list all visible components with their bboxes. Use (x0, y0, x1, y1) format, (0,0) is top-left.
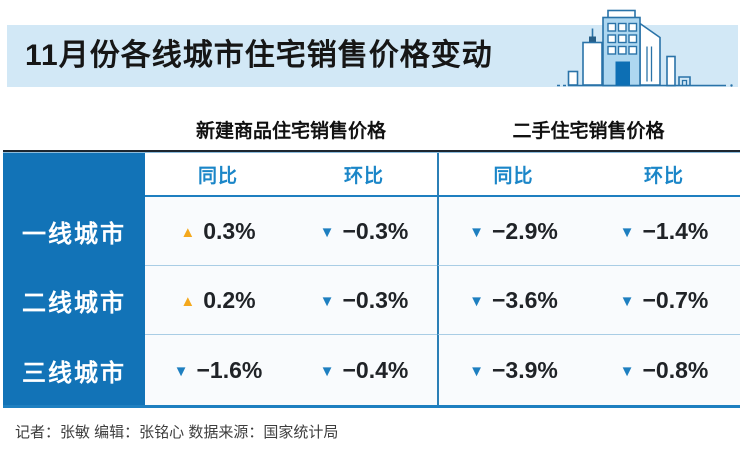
trend-down-icon: ▼ (173, 362, 189, 380)
footer-credits: 记者：张敏 编辑：张铭心 数据来源：国家统计局 (15, 424, 339, 441)
row-label-tier1: 一线城市 (22, 221, 126, 248)
value-cell-tier1-new-mom: ▼ −0.3% (291, 197, 437, 266)
trend-down-icon: ▼ (469, 362, 484, 380)
city-skyline-icon (557, 9, 733, 87)
col-header-new-yoy: 同比 (145, 153, 291, 197)
value-text: −0.4% (342, 356, 409, 383)
value-text: −1.4% (642, 217, 709, 244)
col-header-secondhand-yoy: 同比 (437, 153, 588, 197)
trend-down-icon: ▼ (619, 292, 635, 310)
value-text: 0.3% (203, 217, 256, 244)
trend-down-icon: ▼ (469, 292, 484, 310)
table-grid: 一线城市 二线城市 三线城市 同比 环比 同比 环比 ▲ 0.3% ▼ −0.3… (3, 153, 740, 405)
col-header-secondhand-mom: 环比 (588, 153, 740, 197)
value-cell-tier3-new-mom: ▼ −0.4% (291, 335, 437, 405)
col-header-new-mom: 环比 (291, 153, 437, 197)
value-cell-tier2-secondhand-mom: ▼ −0.7% (588, 266, 740, 335)
trend-down-icon: ▼ (619, 223, 635, 241)
value-text: −1.6% (196, 356, 263, 383)
group-header-secondhand-homes: 二手住宅销售价格 (512, 121, 665, 142)
table-top-accent-line (3, 152, 740, 153)
price-change-table: 一线城市 二线城市 三线城市 同比 环比 同比 环比 ▲ 0.3% ▼ −0.3… (3, 150, 740, 408)
value-text: −0.3% (342, 286, 409, 313)
value-text: −0.3% (342, 217, 409, 244)
row-label-panel: 一线城市 二线城市 三线城市 (3, 153, 145, 405)
trend-down-icon: ▼ (319, 223, 335, 241)
value-cell-tier2-secondhand-yoy: ▼ −3.6% (437, 266, 588, 335)
trend-down-icon: ▼ (619, 362, 635, 380)
row-label-tier2: 二线城市 (22, 290, 126, 317)
value-cell-tier2-new-yoy: ▲ 0.2% (145, 266, 291, 335)
value-cell-tier2-new-mom: ▼ −0.3% (291, 266, 437, 335)
trend-up-icon: ▲ (180, 292, 196, 310)
group-header-new-homes: 新建商品住宅销售价格 (195, 121, 386, 142)
value-text: −0.8% (642, 356, 709, 383)
page-title: 11月份各线城市住宅销售价格变动 (25, 39, 493, 72)
value-text: −3.6% (492, 286, 558, 313)
value-cell-tier1-secondhand-yoy: ▼ −2.9% (437, 197, 588, 266)
value-cell-tier1-secondhand-mom: ▼ −1.4% (588, 197, 740, 266)
value-text: −2.9% (492, 217, 558, 244)
value-cell-tier3-secondhand-yoy: ▼ −3.9% (437, 335, 588, 405)
row-label-tier3: 三线城市 (22, 359, 126, 387)
value-cell-tier3-new-yoy: ▼ −1.6% (145, 335, 291, 405)
panel-header-spacer (3, 153, 145, 197)
value-text: 0.2% (203, 286, 256, 313)
trend-down-icon: ▼ (319, 362, 335, 380)
trend-down-icon: ▼ (319, 292, 335, 310)
value-text: −0.7% (642, 286, 709, 313)
value-cell-tier3-secondhand-mom: ▼ −0.8% (588, 335, 740, 405)
trend-up-icon: ▲ (180, 223, 196, 241)
value-cell-tier1-new-yoy: ▲ 0.3% (145, 197, 291, 266)
trend-down-icon: ▼ (469, 223, 484, 241)
value-text: −3.9% (492, 356, 558, 383)
